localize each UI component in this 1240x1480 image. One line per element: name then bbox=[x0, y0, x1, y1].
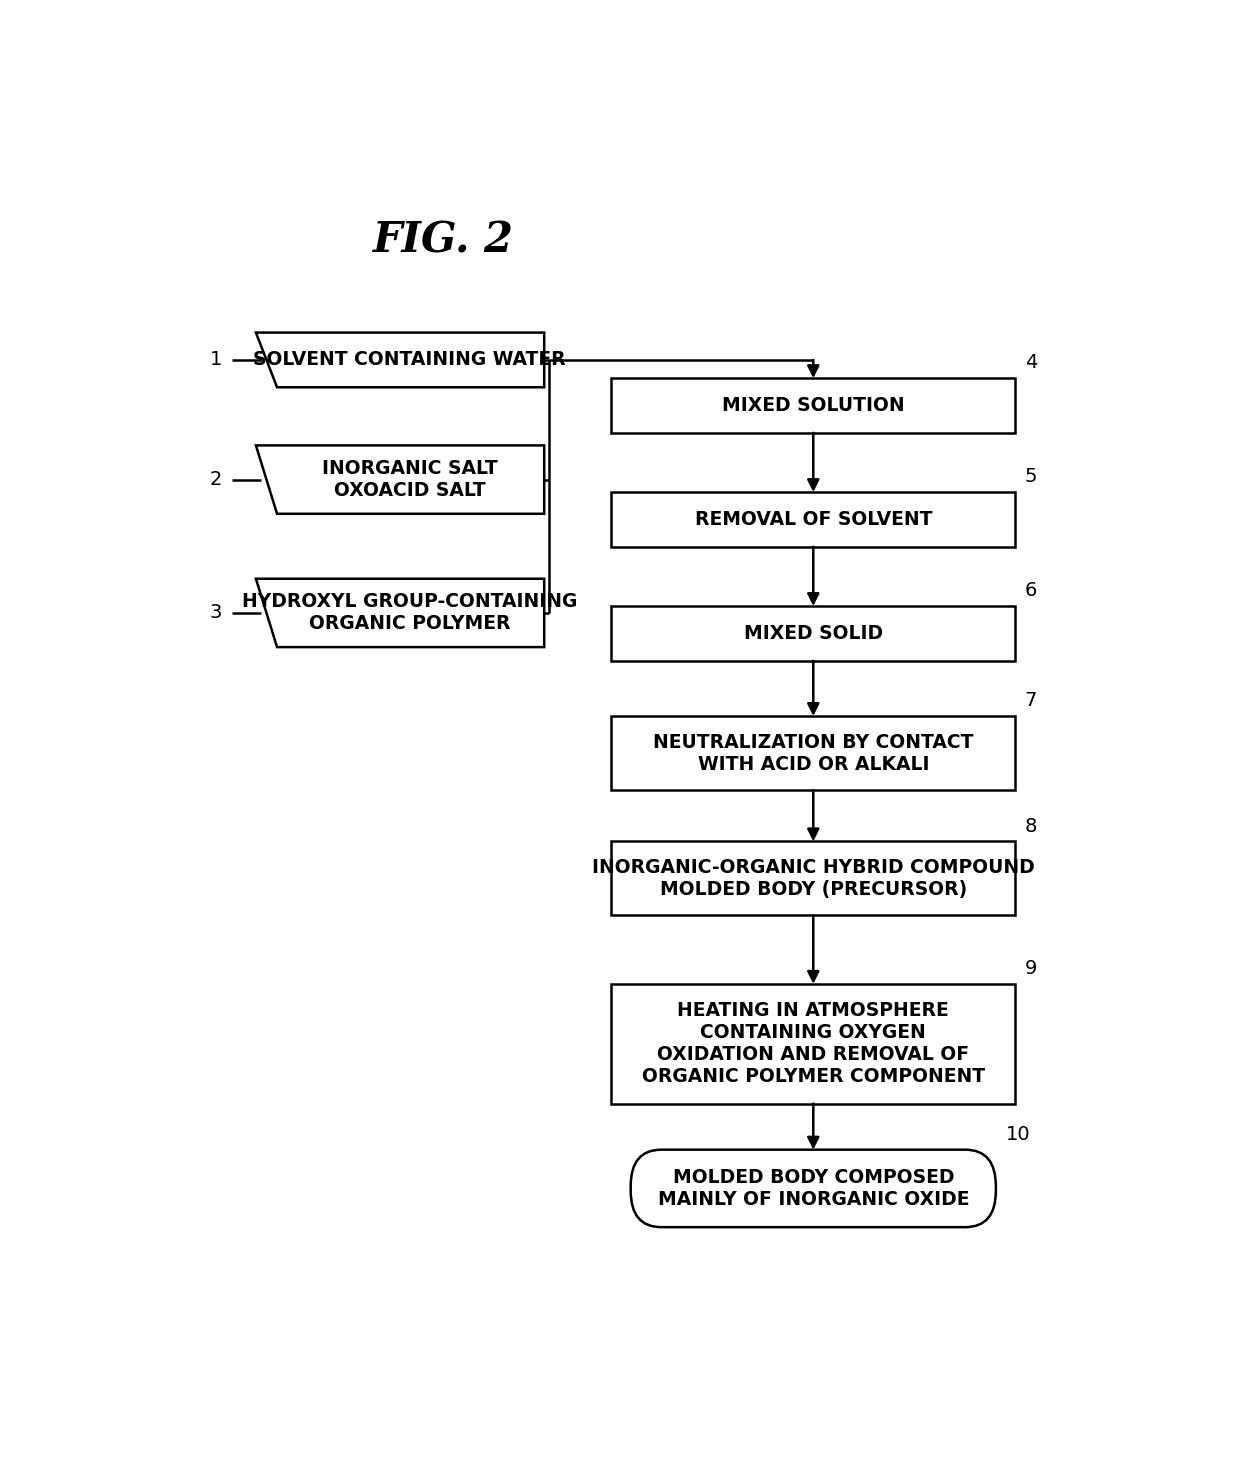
Text: 6: 6 bbox=[1024, 582, 1037, 601]
Text: FIG. 2: FIG. 2 bbox=[373, 219, 513, 262]
Bar bbox=[611, 716, 1016, 790]
Bar bbox=[611, 607, 1016, 660]
Bar bbox=[611, 842, 1016, 916]
Text: SOLVENT CONTAINING WATER: SOLVENT CONTAINING WATER bbox=[253, 351, 565, 370]
Text: REMOVAL OF SOLVENT: REMOVAL OF SOLVENT bbox=[694, 511, 932, 528]
Text: 4: 4 bbox=[1024, 354, 1037, 373]
Text: 9: 9 bbox=[1024, 959, 1037, 978]
Text: 1: 1 bbox=[210, 351, 222, 370]
Text: HYDROXYL GROUP-CONTAINING
ORGANIC POLYMER: HYDROXYL GROUP-CONTAINING ORGANIC POLYME… bbox=[242, 592, 578, 633]
Text: 10: 10 bbox=[1006, 1125, 1030, 1144]
Bar bbox=[611, 493, 1016, 546]
Text: 7: 7 bbox=[1024, 691, 1037, 710]
Text: INORGANIC SALT
OXOACID SALT: INORGANIC SALT OXOACID SALT bbox=[322, 459, 497, 500]
Text: MOLDED BODY COMPOSED
MAINLY OF INORGANIC OXIDE: MOLDED BODY COMPOSED MAINLY OF INORGANIC… bbox=[657, 1168, 968, 1209]
Text: 8: 8 bbox=[1024, 817, 1037, 836]
Text: MIXED SOLUTION: MIXED SOLUTION bbox=[722, 397, 905, 414]
Bar bbox=[611, 984, 1016, 1104]
Text: HEATING IN ATMOSPHERE
CONTAINING OXYGEN
OXIDATION AND REMOVAL OF
ORGANIC POLYMER: HEATING IN ATMOSPHERE CONTAINING OXYGEN … bbox=[642, 1000, 985, 1086]
Text: MIXED SOLID: MIXED SOLID bbox=[744, 625, 883, 642]
Text: 5: 5 bbox=[1024, 468, 1037, 487]
Bar bbox=[611, 379, 1016, 432]
Text: 3: 3 bbox=[210, 604, 222, 623]
Text: NEUTRALIZATION BY CONTACT
WITH ACID OR ALKALI: NEUTRALIZATION BY CONTACT WITH ACID OR A… bbox=[653, 733, 973, 774]
Text: INORGANIC-ORGANIC HYBRID COMPOUND
MOLDED BODY (PRECURSOR): INORGANIC-ORGANIC HYBRID COMPOUND MOLDED… bbox=[591, 858, 1034, 898]
Text: 2: 2 bbox=[210, 471, 222, 488]
